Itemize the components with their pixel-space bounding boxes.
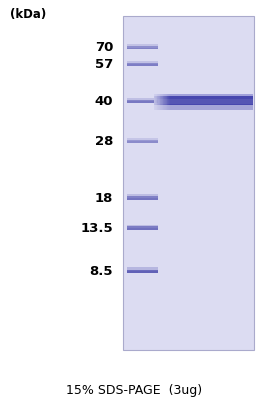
Bar [127,228,158,230]
Bar [127,226,158,230]
Bar [167,90,168,110]
Bar [154,96,253,105]
Bar [127,61,158,63]
Bar [154,90,155,110]
Bar [127,63,158,66]
Bar [127,198,158,200]
Bar [127,270,158,274]
Bar [166,90,167,110]
Bar [127,194,158,196]
Bar [127,196,158,200]
Bar [127,46,158,50]
Bar [161,90,162,110]
Bar [156,90,157,110]
Bar [123,16,254,350]
Text: 15% SDS-PAGE  (3ug): 15% SDS-PAGE (3ug) [66,384,202,397]
Bar [127,267,158,270]
Text: 57: 57 [95,58,113,71]
Bar [162,90,163,110]
Text: 28: 28 [95,135,113,148]
Bar [159,90,160,110]
Bar [160,90,161,110]
Text: 18: 18 [95,192,113,204]
Bar [127,101,158,103]
Bar [127,98,158,100]
Bar [127,271,158,274]
Bar [127,64,158,66]
Bar [154,104,253,110]
Bar [127,138,158,140]
Bar [127,44,158,46]
Bar [168,90,169,110]
Bar [169,90,170,110]
Bar [155,90,156,110]
Bar [165,90,166,110]
Bar [157,90,158,110]
Bar [154,94,253,99]
Text: 40: 40 [95,95,113,108]
Text: 70: 70 [95,41,113,54]
Text: 13.5: 13.5 [80,222,113,234]
Bar [127,140,158,143]
Bar [158,90,159,110]
Bar [163,90,164,110]
Bar [127,48,158,50]
Bar [127,141,158,143]
Bar [127,100,158,103]
Bar [127,225,158,226]
Text: (kDa): (kDa) [10,8,47,21]
Bar [164,90,165,110]
Text: 8.5: 8.5 [90,265,113,278]
